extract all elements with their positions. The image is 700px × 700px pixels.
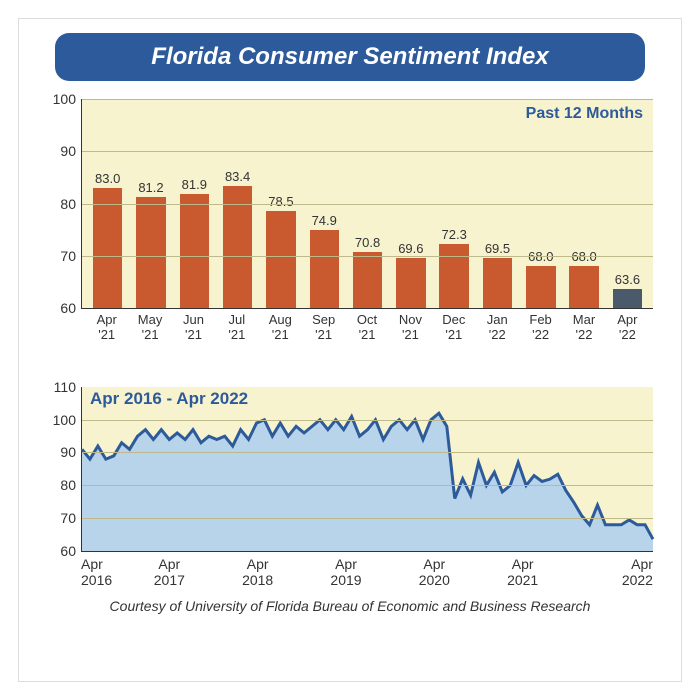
- gridline: [82, 204, 653, 205]
- gridline: [82, 256, 653, 257]
- bar-chart-block: Past 12 Months 83.081.281.983.478.574.97…: [81, 99, 653, 343]
- y-tick-label: 80: [60, 477, 76, 493]
- bar: [526, 266, 555, 308]
- bar: [613, 289, 642, 308]
- y-tick-label: 100: [53, 91, 76, 107]
- x-tick-label: Oct'21: [345, 309, 388, 343]
- bar: [136, 197, 165, 308]
- y-tick-label: 60: [60, 300, 76, 316]
- gridline: [82, 485, 653, 486]
- gridline: [82, 99, 653, 100]
- bar-value-label: 70.8: [355, 235, 380, 250]
- bar-value-label: 81.9: [182, 177, 207, 192]
- bar-value-label: 63.6: [615, 272, 640, 287]
- x-tick-label: Apr2021: [502, 552, 544, 588]
- gridline: [82, 452, 653, 453]
- bar: [180, 194, 209, 308]
- line-x-axis: Apr2016 Apr2017 Apr2018 Apr2019 Apr2020 Apr20…: [81, 552, 653, 588]
- x-tick-label: Jul'21: [215, 309, 258, 343]
- area-fill: [82, 413, 653, 551]
- y-tick-label: 70: [60, 248, 76, 264]
- bar: [93, 188, 122, 308]
- x-tick-label: May'21: [128, 309, 171, 343]
- bar: [396, 258, 425, 308]
- x-tick-label: Apr2017: [148, 552, 190, 588]
- line-svg: [82, 387, 653, 551]
- bar-value-label: 78.5: [268, 194, 293, 209]
- x-tick-label: Apr'21: [85, 309, 128, 343]
- y-tick-label: 60: [60, 543, 76, 559]
- bar-value-label: 83.4: [225, 169, 250, 184]
- y-tick-label: 70: [60, 510, 76, 526]
- x-tick-label: Sep'21: [302, 309, 345, 343]
- bar-plot-area: Past 12 Months 83.081.281.983.478.574.97…: [81, 99, 653, 309]
- chart-card: Florida Consumer Sentiment Index Past 12…: [18, 18, 682, 682]
- bar-value-label: 69.6: [398, 241, 423, 256]
- line-chart-block: Apr 2016 - Apr 2022 60708090100110 Apr20…: [81, 387, 653, 588]
- x-tick-label: Apr2016: [81, 552, 123, 588]
- bar: [310, 230, 339, 308]
- bar: [353, 252, 382, 308]
- gridline: [82, 151, 653, 152]
- x-tick-label: Apr2020: [413, 552, 455, 588]
- x-tick-label: Jun'21: [172, 309, 215, 343]
- bar: [569, 266, 598, 308]
- x-tick-label: Apr'22: [606, 309, 649, 343]
- bar-value-label: 81.2: [138, 180, 163, 195]
- bar-value-label: 72.3: [442, 227, 467, 242]
- x-tick-label: Apr2022: [611, 552, 653, 588]
- bar: [483, 258, 512, 308]
- y-tick-label: 90: [60, 143, 76, 159]
- bar-x-axis: Apr'21May'21Jun'21Jul'21Aug'21Sep'21Oct'…: [81, 309, 653, 343]
- gridline: [82, 420, 653, 421]
- x-tick-label: Apr2018: [237, 552, 279, 588]
- x-tick-label: Nov'21: [389, 309, 432, 343]
- x-tick-label: Apr2019: [325, 552, 367, 588]
- credit-line: Courtesy of University of Florida Bureau…: [47, 598, 653, 614]
- bar-value-label: 69.5: [485, 241, 510, 256]
- x-tick-label: Aug'21: [259, 309, 302, 343]
- y-tick-label: 100: [53, 412, 76, 428]
- bar-value-label: 83.0: [95, 171, 120, 186]
- y-tick-label: 90: [60, 444, 76, 460]
- y-tick-label: 80: [60, 196, 76, 212]
- y-tick-label: 110: [54, 379, 76, 395]
- bar: [266, 211, 295, 308]
- page-title: Florida Consumer Sentiment Index: [55, 33, 645, 81]
- x-tick-label: Feb'22: [519, 309, 562, 343]
- x-tick-label: Dec'21: [432, 309, 475, 343]
- bar-value-label: 74.9: [312, 213, 337, 228]
- x-tick-label: Mar'22: [562, 309, 605, 343]
- line-chart-subtitle: Apr 2016 - Apr 2022: [90, 389, 248, 409]
- line-plot-area: Apr 2016 - Apr 2022 60708090100110: [81, 387, 653, 552]
- bar: [439, 244, 468, 308]
- x-tick-label: Jan'22: [476, 309, 519, 343]
- gridline: [82, 518, 653, 519]
